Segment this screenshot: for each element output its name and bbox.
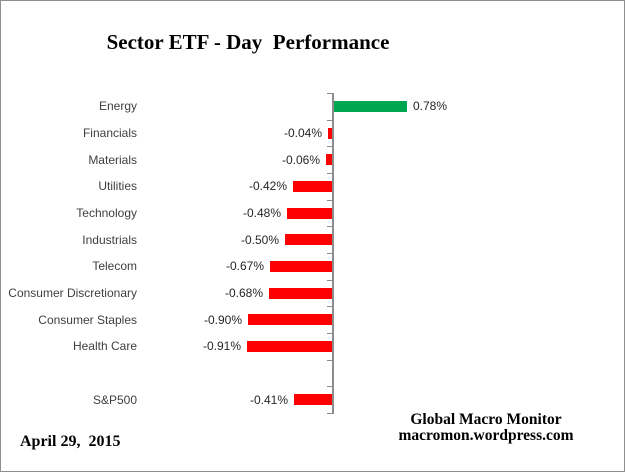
source-name: Global Macro Monitor [410, 411, 562, 428]
axis-tick [327, 93, 334, 94]
bar [285, 234, 332, 245]
axis-tick [327, 360, 334, 361]
bar [248, 314, 332, 325]
category-label: Health Care [72, 339, 137, 353]
axis-tick [327, 386, 334, 387]
source-url: macromon.wordpress.com [398, 427, 574, 444]
axis-tick [327, 120, 334, 121]
category-label: Financials [82, 126, 137, 140]
value-label: -0.41% [249, 393, 288, 407]
category-label: S&P500 [92, 393, 137, 407]
axis-tick [327, 173, 334, 174]
value-label: 0.78% [413, 99, 448, 113]
axis-tick [327, 280, 334, 281]
value-label: -0.48% [242, 206, 281, 220]
bar [270, 261, 332, 272]
axis-tick [327, 333, 334, 334]
value-label: -0.06% [281, 153, 320, 167]
bar [294, 394, 332, 405]
category-label: Technology [76, 206, 137, 220]
axis-tick [327, 226, 334, 227]
category-label: Utilities [98, 179, 137, 193]
category-label: Industrials [82, 233, 137, 247]
axis-tick [327, 200, 334, 201]
bar [334, 101, 407, 112]
value-label: -0.68% [224, 286, 263, 300]
category-label: Energy [98, 99, 137, 113]
axis-tick [327, 253, 334, 254]
category-label: Consumer Staples [38, 313, 137, 327]
value-label: -0.91% [202, 339, 241, 353]
category-label: Telecom [92, 259, 137, 273]
value-label: -0.42% [248, 179, 287, 193]
bar [328, 128, 332, 139]
axis-tick [327, 306, 334, 307]
date-label: April 29, 2015 [20, 433, 121, 450]
category-label: Materials [88, 153, 137, 167]
axis-tick [327, 413, 334, 414]
chart-title: Sector ETF - Day Performance [106, 30, 390, 54]
category-label: Consumer Discretionary [8, 286, 137, 300]
value-label: -0.04% [283, 126, 322, 140]
bar [247, 341, 332, 352]
value-label: -0.67% [225, 259, 264, 273]
value-label: -0.90% [203, 313, 242, 327]
source-credit: Global Macro Monitor macromon.wordpress.… [386, 412, 586, 444]
bar [287, 208, 332, 219]
value-label: -0.50% [240, 233, 279, 247]
bar [326, 154, 332, 165]
bar [269, 288, 332, 299]
axis-tick [327, 146, 334, 147]
bar [293, 181, 332, 192]
